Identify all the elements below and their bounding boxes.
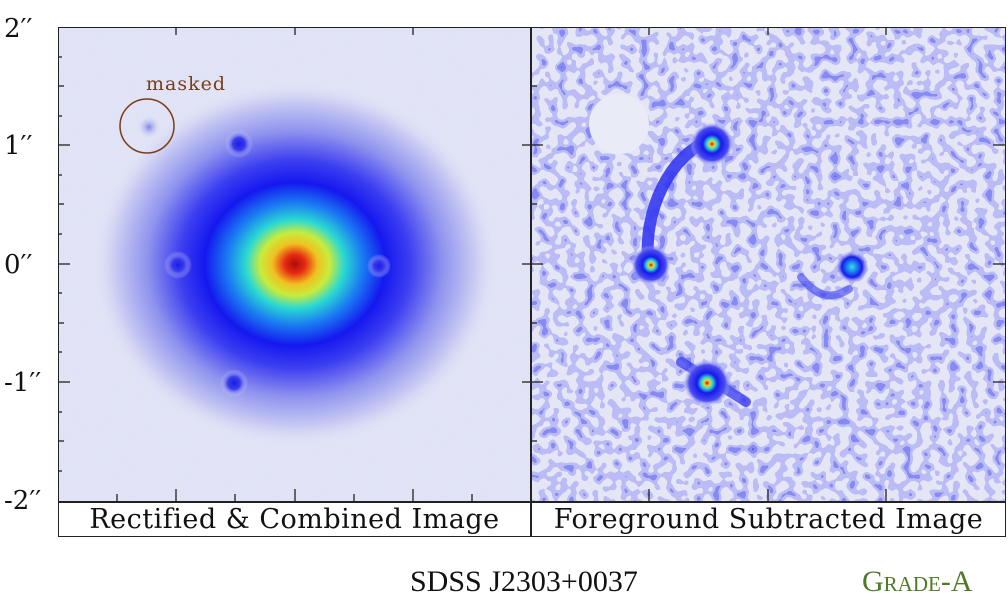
left-panel-caption: Rectified & Combined Image — [89, 504, 500, 535]
y-label-minus-1: -1′′ — [4, 368, 42, 398]
object-name: SDSS J2303+0037 — [410, 565, 638, 598]
lensed-image-b-residual — [631, 245, 671, 285]
foreground-subtracted-image — [531, 27, 1005, 501]
lensed-image-a-residual — [690, 122, 734, 166]
lensed-image-d-residual — [683, 359, 731, 407]
right-panel-caption: Foreground Subtracted Image — [553, 504, 984, 535]
masked-region — [589, 94, 649, 154]
y-label-2: 2′′ — [4, 14, 33, 44]
right-panel-ticks — [531, 27, 1005, 501]
mask-circle — [119, 98, 175, 154]
grade-label: Grade-A — [862, 565, 973, 598]
caption-divider — [58, 501, 1006, 503]
y-label-minus-2: -2′′ — [4, 486, 42, 516]
y-label-0: 0′′ — [4, 250, 33, 280]
masked-source — [137, 115, 161, 139]
lensed-image-b — [164, 251, 192, 279]
lensed-image-c — [367, 254, 391, 278]
masked-annotation: masked — [146, 73, 227, 95]
rectified-combined-image — [58, 27, 532, 501]
lens-galaxy-halo — [90, 79, 500, 449]
y-label-1: 1′′ — [4, 131, 33, 161]
lensed-image-d — [220, 369, 248, 397]
figure-frame — [58, 27, 1006, 537]
lensed-image-c-residual — [835, 250, 869, 284]
panel-divider — [530, 27, 532, 537]
lensed-image-a — [225, 130, 253, 158]
